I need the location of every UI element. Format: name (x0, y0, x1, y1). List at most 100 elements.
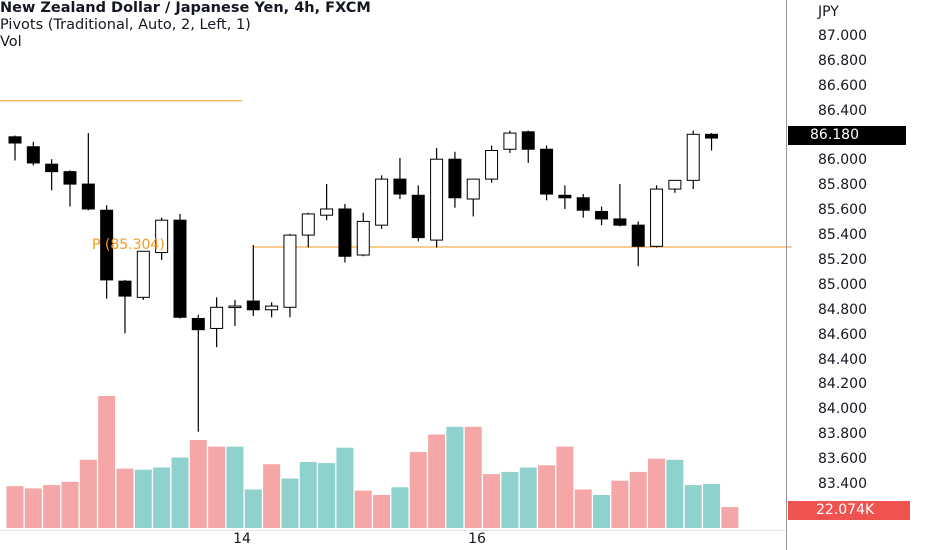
pivots-indicator-label[interactable]: Pivots (Traditional, Auto, 2, Left, 1) (0, 17, 251, 33)
volume-bar (409, 452, 427, 528)
price-tick-label: 85.200 (818, 252, 867, 268)
volume-bar (171, 457, 189, 528)
candle-down (540, 148, 554, 195)
volume-bar (61, 481, 79, 528)
price-tick-label: 84.400 (818, 351, 867, 368)
candle-down (26, 146, 40, 164)
candle-down (576, 197, 590, 211)
price-tick-label: 85.000 (818, 276, 867, 293)
volume-bar (244, 489, 262, 528)
candle-down (613, 218, 627, 226)
time-tick-label: 16 (468, 531, 486, 547)
volume-bar (464, 426, 482, 528)
volume-bar (98, 396, 116, 528)
volume-bar (299, 462, 317, 528)
volume-bar (538, 465, 556, 528)
pivot-lines (0, 100, 792, 248)
volume-bar (189, 440, 207, 528)
candle-down (100, 209, 114, 281)
pivot-p-label: P (85.304) (92, 237, 165, 253)
volume-bar (483, 474, 501, 528)
price-tick-label: 83.600 (818, 451, 867, 468)
candle-up (650, 188, 664, 247)
volume-bars (6, 396, 739, 528)
candle-up (283, 234, 297, 308)
volume-bar (281, 478, 299, 528)
candle-up (301, 213, 315, 236)
volume-bar (666, 459, 684, 528)
volume-bar (336, 447, 354, 528)
candle-up (356, 220, 370, 256)
volume-bar (116, 468, 134, 528)
candle-up (668, 179, 682, 190)
chart-legend: New Zealand Dollar / Japanese Yen, 4h, F… (0, 0, 371, 51)
time-scale-separator (0, 530, 786, 531)
price-tick-label: 83.400 (818, 476, 867, 492)
volume-bar (428, 434, 446, 528)
volume-bar (703, 484, 721, 528)
volume-bar (6, 486, 24, 528)
last-price-badge: 86.180 (788, 126, 906, 145)
volume-bar (208, 446, 226, 528)
candle-up (430, 158, 444, 241)
price-tick-label: 87.000 (818, 28, 867, 44)
volume-bar (611, 480, 629, 528)
candle-down (246, 300, 260, 311)
volume-bar (684, 485, 702, 528)
volume-bar (519, 467, 537, 528)
volume-bar (263, 464, 281, 528)
candle-down (411, 194, 425, 239)
price-scale-separator (786, 0, 787, 550)
volume-bar (134, 469, 152, 528)
volume-bar (721, 507, 739, 528)
volume-bar (629, 471, 647, 528)
volume-bar (556, 446, 574, 528)
candle-up (503, 132, 517, 150)
volume-value-badge: 22.074K (788, 501, 910, 520)
price-tick-label: 85.600 (818, 202, 867, 219)
candle-down (631, 224, 645, 247)
volume-bar (318, 463, 336, 528)
currency-label: JPY (818, 4, 839, 20)
time-tick-label: 14 (233, 531, 251, 547)
price-tick-label: 85.400 (818, 227, 867, 244)
candle-down (338, 208, 352, 257)
volume-indicator-label[interactable]: Vol (0, 34, 22, 50)
volume-bar (446, 426, 464, 528)
candle-up (210, 306, 224, 329)
candle-down (63, 171, 77, 185)
candle-down (521, 131, 535, 150)
symbol-title[interactable]: New Zealand Dollar / Japanese Yen, 4h, F… (0, 0, 371, 16)
candle-down (45, 163, 59, 173)
price-tick-label: 86.000 (818, 152, 867, 169)
candle-down (558, 194, 572, 199)
candle-up (228, 305, 242, 309)
candle-up (375, 178, 389, 226)
volume-bar (354, 490, 372, 528)
candle-down (173, 219, 187, 318)
candle-up (320, 208, 334, 216)
candle-down (705, 133, 719, 139)
volume-bar (574, 489, 592, 528)
candle-up (466, 178, 480, 200)
price-tick-label: 86.400 (818, 102, 867, 119)
candle-down (448, 158, 462, 199)
candle-down (191, 317, 205, 331)
price-tick-label: 84.600 (818, 326, 867, 343)
price-tick-label: 83.800 (818, 426, 867, 443)
volume-bar (24, 488, 42, 528)
volume-bar (648, 458, 666, 528)
volume-bar (501, 471, 519, 528)
candle-up (265, 305, 279, 311)
volume-bar (226, 446, 244, 528)
price-tick-label: 84.800 (818, 301, 867, 318)
candle-down (81, 183, 95, 210)
candles (8, 130, 719, 432)
candle-down (8, 136, 22, 144)
candle-down (118, 280, 132, 297)
volume-bar (593, 495, 611, 528)
volume-bar (43, 485, 61, 528)
volume-bar (79, 459, 97, 528)
candle-up (155, 219, 169, 254)
